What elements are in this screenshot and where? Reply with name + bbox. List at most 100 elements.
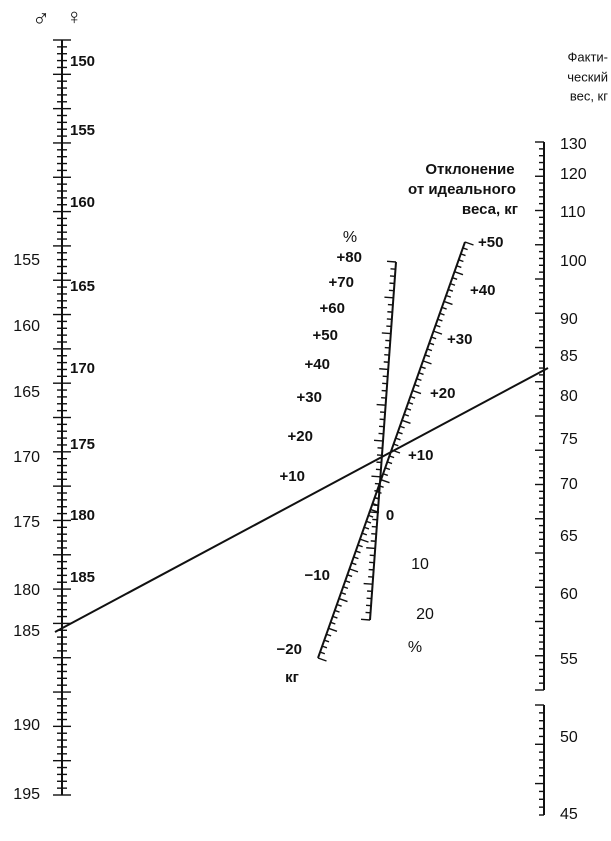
- tick: [334, 609, 340, 613]
- tick: [412, 389, 422, 395]
- tick: [408, 401, 414, 405]
- kg-label: −10: [305, 567, 330, 584]
- tick: [386, 260, 397, 263]
- deviation-title: веса, кг: [462, 201, 518, 218]
- tick: [426, 348, 433, 352]
- tick: [380, 479, 390, 484]
- tick: [439, 312, 445, 316]
- tick: [399, 425, 405, 429]
- tick: [376, 490, 382, 494]
- kg-label: +40: [470, 282, 495, 299]
- female-height-label: 180: [13, 582, 40, 599]
- percent-label: +80: [337, 249, 362, 266]
- percent-label: +70: [329, 274, 354, 291]
- tick: [441, 306, 447, 310]
- female-height-label: 160: [13, 318, 40, 335]
- female-symbol: ♀: [66, 4, 83, 29]
- percent-label: +50: [313, 327, 338, 344]
- deviation-title: Отклонение: [425, 161, 514, 178]
- female-height-label: 170: [13, 449, 40, 466]
- tick: [458, 259, 464, 263]
- tick: [414, 383, 420, 387]
- tick: [389, 455, 395, 459]
- tick: [349, 568, 359, 573]
- tick: [387, 461, 393, 465]
- example-line: [54, 367, 549, 633]
- weight-label: 80: [560, 388, 578, 405]
- tick: [393, 443, 399, 447]
- percent-label: 10: [411, 556, 429, 573]
- weight-label: 60: [560, 586, 578, 603]
- kg-label: +30: [447, 331, 472, 348]
- male-symbol: ♂: [32, 5, 50, 32]
- kg-unit: кг: [285, 669, 299, 686]
- tick: [332, 615, 338, 619]
- female-height-label: 165: [13, 384, 40, 401]
- tick: [379, 368, 389, 371]
- tick: [462, 247, 468, 251]
- female-height-label: 175: [13, 514, 40, 531]
- tick: [391, 449, 401, 454]
- percent-label: +10: [280, 468, 305, 485]
- kg-label: −20: [277, 641, 302, 658]
- tick: [384, 296, 394, 299]
- tick: [445, 294, 452, 298]
- percent-label: +60: [320, 300, 345, 317]
- weight-title: вес, кг: [570, 88, 608, 103]
- percent-unit: %: [408, 639, 422, 656]
- tick: [443, 300, 453, 306]
- female-height-label: 190: [13, 717, 40, 734]
- tick: [384, 467, 391, 471]
- weight-label: 75: [560, 431, 578, 448]
- kg-label: +20: [430, 385, 455, 402]
- male-height-label: 165: [70, 278, 95, 295]
- weight-label: 45: [560, 806, 578, 823]
- tick: [405, 407, 412, 411]
- tick: [371, 475, 381, 478]
- tick: [373, 439, 384, 442]
- tick: [355, 550, 361, 554]
- tick: [321, 645, 328, 649]
- tick: [403, 413, 410, 417]
- tick: [370, 508, 380, 514]
- kg-label: +50: [478, 234, 503, 251]
- female-height-label: 195: [13, 786, 40, 803]
- tick: [382, 473, 389, 477]
- female-height-label: 155: [13, 252, 40, 269]
- percent-label: 20: [416, 606, 434, 623]
- kg-label: +10: [408, 447, 433, 464]
- tick: [342, 586, 349, 590]
- tick: [435, 324, 441, 328]
- weight-title: Факти-: [568, 49, 609, 64]
- tick: [372, 502, 378, 506]
- tick: [433, 330, 443, 335]
- weight-label: 55: [560, 651, 578, 668]
- tick: [424, 354, 431, 358]
- male-height-label: 180: [70, 507, 95, 524]
- male-height-label: 175: [70, 436, 95, 453]
- tick: [374, 496, 380, 500]
- tick: [376, 403, 386, 406]
- weight-label: 90: [560, 311, 578, 328]
- male-height-label: 170: [70, 360, 95, 377]
- weight-label: 50: [560, 729, 578, 746]
- weight-label: 110: [560, 204, 586, 221]
- tick: [317, 657, 327, 662]
- tick: [324, 639, 330, 643]
- tick: [381, 332, 391, 335]
- tick: [454, 271, 464, 276]
- male-height-label: 185: [70, 569, 95, 586]
- tick: [340, 591, 347, 595]
- tick: [336, 603, 342, 607]
- tick: [460, 253, 466, 257]
- tick: [357, 544, 363, 548]
- tick: [330, 621, 336, 625]
- tick: [347, 574, 353, 578]
- percent-label: +40: [305, 356, 330, 373]
- tick: [452, 276, 458, 280]
- tick: [328, 627, 338, 632]
- weight-label: 85: [560, 348, 578, 365]
- tick: [378, 484, 384, 488]
- tick: [353, 556, 359, 560]
